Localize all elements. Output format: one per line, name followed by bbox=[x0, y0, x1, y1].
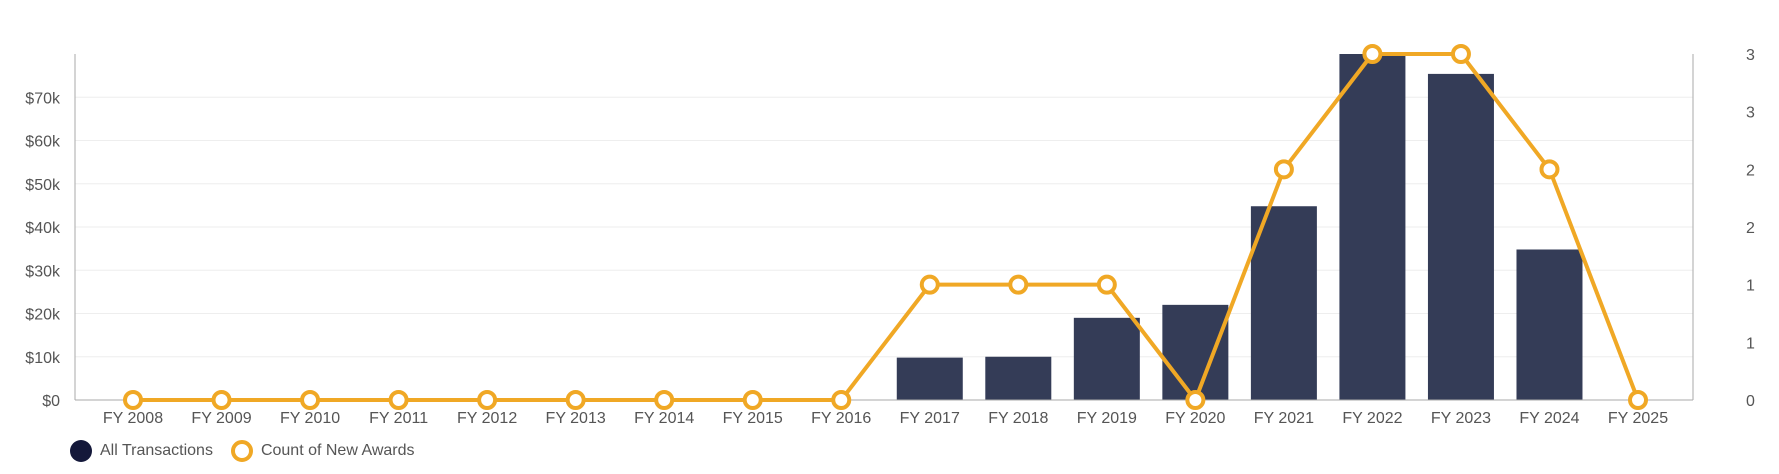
right-tick-label: 0 bbox=[1746, 393, 1755, 410]
point-fy-2017[interactable] bbox=[919, 274, 940, 295]
x-tick-label: FY 2018 bbox=[988, 410, 1048, 427]
x-tick-label: FY 2022 bbox=[1342, 410, 1402, 427]
bar-fy-2019[interactable] bbox=[1073, 317, 1140, 400]
bar-fy-2018[interactable] bbox=[985, 356, 1052, 400]
x-tick-label: FY 2021 bbox=[1254, 410, 1314, 427]
left-tick-label: $0 bbox=[42, 393, 60, 410]
x-tick-label: FY 2023 bbox=[1431, 410, 1491, 427]
legend-label-all-transactions: All Transactions bbox=[100, 442, 213, 459]
point-fy-2011[interactable] bbox=[388, 390, 409, 410]
point-fy-2022[interactable] bbox=[1362, 44, 1383, 64]
point-fy-2025[interactable] bbox=[1628, 390, 1649, 410]
bar-fy-2023[interactable] bbox=[1427, 73, 1494, 401]
legend-item-all-transactions[interactable]: All Transactions bbox=[70, 440, 213, 462]
point-fy-2015[interactable] bbox=[742, 390, 763, 410]
point-fy-2009[interactable] bbox=[211, 390, 232, 410]
x-tick-label: FY 2019 bbox=[1077, 410, 1137, 427]
legend-swatch-all-transactions bbox=[70, 440, 92, 462]
left-tick-label: $10k bbox=[25, 350, 61, 367]
x-tick-label: FY 2020 bbox=[1165, 410, 1225, 427]
point-fy-2012[interactable] bbox=[477, 390, 498, 410]
point-fy-2014[interactable] bbox=[654, 390, 675, 410]
line-count-of-new-awards-path bbox=[133, 52, 1640, 402]
x-tick-label: FY 2017 bbox=[900, 410, 960, 427]
x-tick-label: FY 2011 bbox=[369, 410, 428, 427]
right-tick-label: 3 bbox=[1746, 105, 1755, 122]
bar-fy-2017[interactable] bbox=[896, 357, 963, 400]
right-tick-label: 1 bbox=[1746, 335, 1755, 352]
right-tick-label: 2 bbox=[1746, 220, 1755, 237]
bars-all-transactions bbox=[896, 54, 1583, 401]
legend-label-count-of-new-awards: Count of New Awards bbox=[260, 442, 415, 459]
bar-fy-2024[interactable] bbox=[1516, 249, 1583, 400]
x-tick-label: FY 2024 bbox=[1519, 410, 1579, 427]
point-fy-2010[interactable] bbox=[300, 390, 321, 410]
grid-lines bbox=[75, 96, 1693, 358]
point-fy-2019[interactable] bbox=[1096, 274, 1117, 295]
point-fy-2020[interactable] bbox=[1185, 390, 1206, 410]
right-tick-label: 3 bbox=[1746, 47, 1755, 64]
left-tick-label: $60k bbox=[25, 134, 61, 151]
point-fy-2013[interactable] bbox=[565, 390, 586, 410]
x-tick-label: FY 2012 bbox=[457, 410, 517, 427]
point-fy-2023[interactable] bbox=[1450, 44, 1471, 64]
x-axis-ticks: FY 2008 FY 2009 FY 2010 FY 2011 FY 2012 FY 20… bbox=[103, 410, 1668, 427]
legend-item-count-of-new-awards[interactable]: Count of New Awards bbox=[230, 440, 415, 462]
legend-swatch-count-of-new-awards bbox=[230, 440, 253, 462]
right-tick-label: 2 bbox=[1746, 162, 1755, 179]
point-fy-2008[interactable] bbox=[123, 390, 143, 410]
point-fy-2021[interactable] bbox=[1273, 159, 1294, 180]
x-tick-label: FY 2008 bbox=[103, 410, 163, 427]
combo-chart: $0 $10k $20k $30k $40k $50k $60k $70k 0 1 1 2 2 3 3 F… bbox=[25, 44, 1755, 427]
bar-fy-2022[interactable] bbox=[1339, 54, 1406, 400]
chart-legend: All Transactions Count of New Awards bbox=[70, 440, 415, 462]
left-tick-label: $20k bbox=[25, 307, 61, 324]
left-tick-label: $30k bbox=[25, 263, 61, 280]
x-tick-label: FY 2009 bbox=[191, 410, 251, 427]
left-axis-ticks: $0 $10k $20k $30k $40k $50k $60k $70k bbox=[25, 90, 61, 410]
x-tick-label: FY 2016 bbox=[811, 410, 871, 427]
right-axis-ticks: 0 1 1 2 2 3 3 bbox=[1746, 47, 1755, 410]
right-tick-label: 1 bbox=[1746, 278, 1755, 295]
point-fy-2024[interactable] bbox=[1539, 159, 1560, 180]
left-tick-label: $70k bbox=[25, 90, 61, 107]
bar-fy-2020[interactable] bbox=[1162, 304, 1229, 400]
x-tick-label: FY 2025 bbox=[1608, 410, 1668, 427]
point-fy-2018[interactable] bbox=[1008, 274, 1029, 295]
point-fy-2016[interactable] bbox=[831, 390, 852, 410]
x-tick-label: FY 2015 bbox=[723, 410, 783, 427]
line-count-of-new-awards bbox=[123, 44, 1649, 410]
x-tick-label: FY 2014 bbox=[634, 410, 694, 427]
x-tick-label: FY 2010 bbox=[280, 410, 340, 427]
bar-fy-2021[interactable] bbox=[1250, 206, 1317, 400]
left-tick-label: $50k bbox=[25, 177, 61, 194]
x-tick-label: FY 2013 bbox=[546, 410, 606, 427]
left-tick-label: $40k bbox=[25, 220, 61, 237]
